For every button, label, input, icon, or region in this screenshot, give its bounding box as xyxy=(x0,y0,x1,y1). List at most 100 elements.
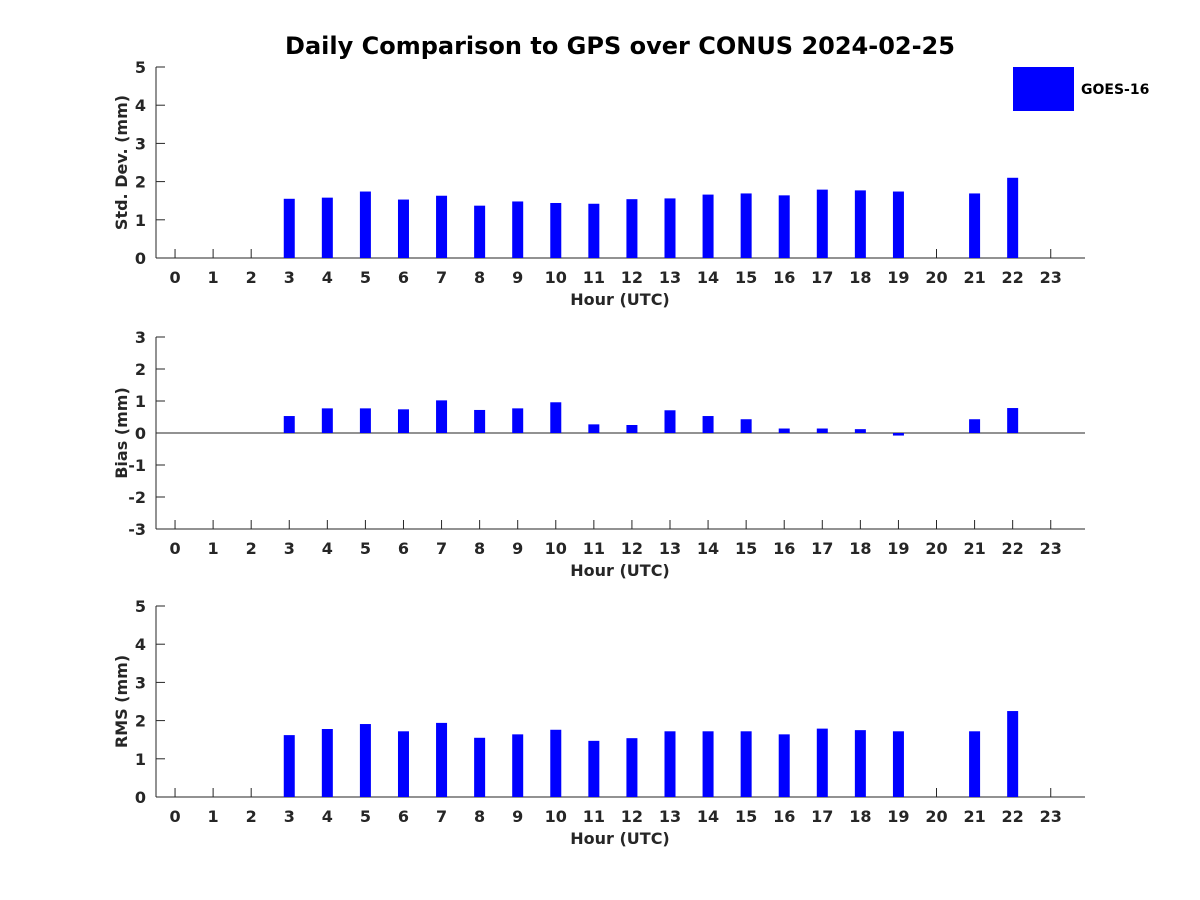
x-tick-label: 5 xyxy=(360,268,371,287)
x-tick-label: 10 xyxy=(545,807,567,826)
x-tick-label: 4 xyxy=(322,807,333,826)
y-axis-label: RMS (mm) xyxy=(112,655,131,748)
bar xyxy=(397,199,409,258)
bar xyxy=(321,197,333,258)
figure-title: Daily Comparison to GPS over CONUS 2024-… xyxy=(285,32,955,60)
bar xyxy=(816,189,828,258)
x-tick-label: 5 xyxy=(360,539,371,558)
bar xyxy=(778,734,790,797)
bar xyxy=(550,402,562,433)
bar xyxy=(1007,711,1019,797)
bar xyxy=(969,731,981,797)
y-tick-label: 1 xyxy=(135,392,146,411)
x-axis-label: Hour (UTC) xyxy=(570,829,670,848)
y-tick-label: 0 xyxy=(135,249,146,268)
x-tick-label: 11 xyxy=(583,539,605,558)
y-tick-label: 1 xyxy=(135,211,146,230)
x-tick-label: 14 xyxy=(697,539,719,558)
x-tick-label: 2 xyxy=(246,268,257,287)
y-tick-label: -2 xyxy=(128,488,146,507)
y-tick-label: 5 xyxy=(135,58,146,77)
x-tick-label: 7 xyxy=(436,539,447,558)
y-tick-label: 5 xyxy=(135,597,146,616)
x-tick-label: 13 xyxy=(659,539,681,558)
bar xyxy=(1007,408,1019,433)
x-tick-label: 12 xyxy=(621,539,643,558)
x-tick-label: 16 xyxy=(773,268,795,287)
legend-label: GOES-16 xyxy=(1081,82,1149,98)
bar xyxy=(474,205,486,258)
bar xyxy=(892,433,904,436)
x-tick-label: 16 xyxy=(773,807,795,826)
bar xyxy=(816,428,828,433)
legend: GOES-16 xyxy=(1013,67,1149,111)
bar xyxy=(588,203,600,258)
x-tick-label: 17 xyxy=(811,539,833,558)
bar xyxy=(283,198,295,258)
x-tick-label: 17 xyxy=(811,268,833,287)
x-tick-label: 11 xyxy=(583,268,605,287)
y-tick-label: -1 xyxy=(128,456,146,475)
x-tick-label: 6 xyxy=(398,807,409,826)
x-tick-label: 19 xyxy=(887,807,909,826)
y-tick-label: 0 xyxy=(135,788,146,807)
x-tick-label: 18 xyxy=(849,539,871,558)
x-tick-label: 4 xyxy=(322,268,333,287)
x-tick-label: 11 xyxy=(583,807,605,826)
bar xyxy=(892,191,904,258)
y-tick-label: 1 xyxy=(135,750,146,769)
x-axis-label: Hour (UTC) xyxy=(570,290,670,309)
bar xyxy=(892,731,904,797)
x-tick-label: 6 xyxy=(398,268,409,287)
x-tick-label: 21 xyxy=(963,807,985,826)
x-tick-label: 13 xyxy=(659,807,681,826)
y-tick-label: 4 xyxy=(135,96,146,115)
bar xyxy=(359,724,371,797)
x-tick-label: 18 xyxy=(849,268,871,287)
bar xyxy=(512,408,524,433)
bar xyxy=(512,734,524,797)
x-tick-label: 15 xyxy=(735,807,757,826)
bar xyxy=(436,722,448,797)
bar xyxy=(702,194,714,258)
y-tick-label: 3 xyxy=(135,673,146,692)
x-tick-label: 9 xyxy=(512,807,523,826)
y-tick-label: 2 xyxy=(135,360,146,379)
x-tick-label: 9 xyxy=(512,539,523,558)
x-tick-label: 22 xyxy=(1002,807,1024,826)
x-tick-label: 0 xyxy=(169,807,180,826)
bar xyxy=(588,424,600,433)
x-tick-label: 15 xyxy=(735,539,757,558)
x-tick-label: 23 xyxy=(1040,268,1062,287)
x-tick-label: 19 xyxy=(887,539,909,558)
x-tick-label: 8 xyxy=(474,807,485,826)
bar xyxy=(778,195,790,258)
x-tick-label: 3 xyxy=(284,539,295,558)
y-axis-label: Std. Dev. (mm) xyxy=(112,95,131,230)
y-tick-label: -3 xyxy=(128,520,146,539)
bar xyxy=(359,408,371,433)
bar xyxy=(626,738,638,797)
x-tick-label: 9 xyxy=(512,268,523,287)
x-tick-label: 23 xyxy=(1040,539,1062,558)
x-tick-label: 15 xyxy=(735,268,757,287)
x-tick-label: 5 xyxy=(360,807,371,826)
x-tick-label: 0 xyxy=(169,539,180,558)
x-axis-label: Hour (UTC) xyxy=(570,561,670,580)
bar xyxy=(283,416,295,433)
legend-swatch xyxy=(1013,67,1074,111)
x-tick-label: 20 xyxy=(925,539,947,558)
x-tick-label: 21 xyxy=(963,268,985,287)
x-tick-label: 18 xyxy=(849,807,871,826)
bar xyxy=(664,410,676,433)
y-tick-label: 4 xyxy=(135,635,146,654)
bar xyxy=(854,429,866,433)
bar xyxy=(740,731,752,797)
x-tick-label: 8 xyxy=(474,268,485,287)
bar xyxy=(436,400,448,433)
bar xyxy=(397,731,409,797)
x-tick-label: 22 xyxy=(1002,268,1024,287)
x-tick-label: 21 xyxy=(963,539,985,558)
